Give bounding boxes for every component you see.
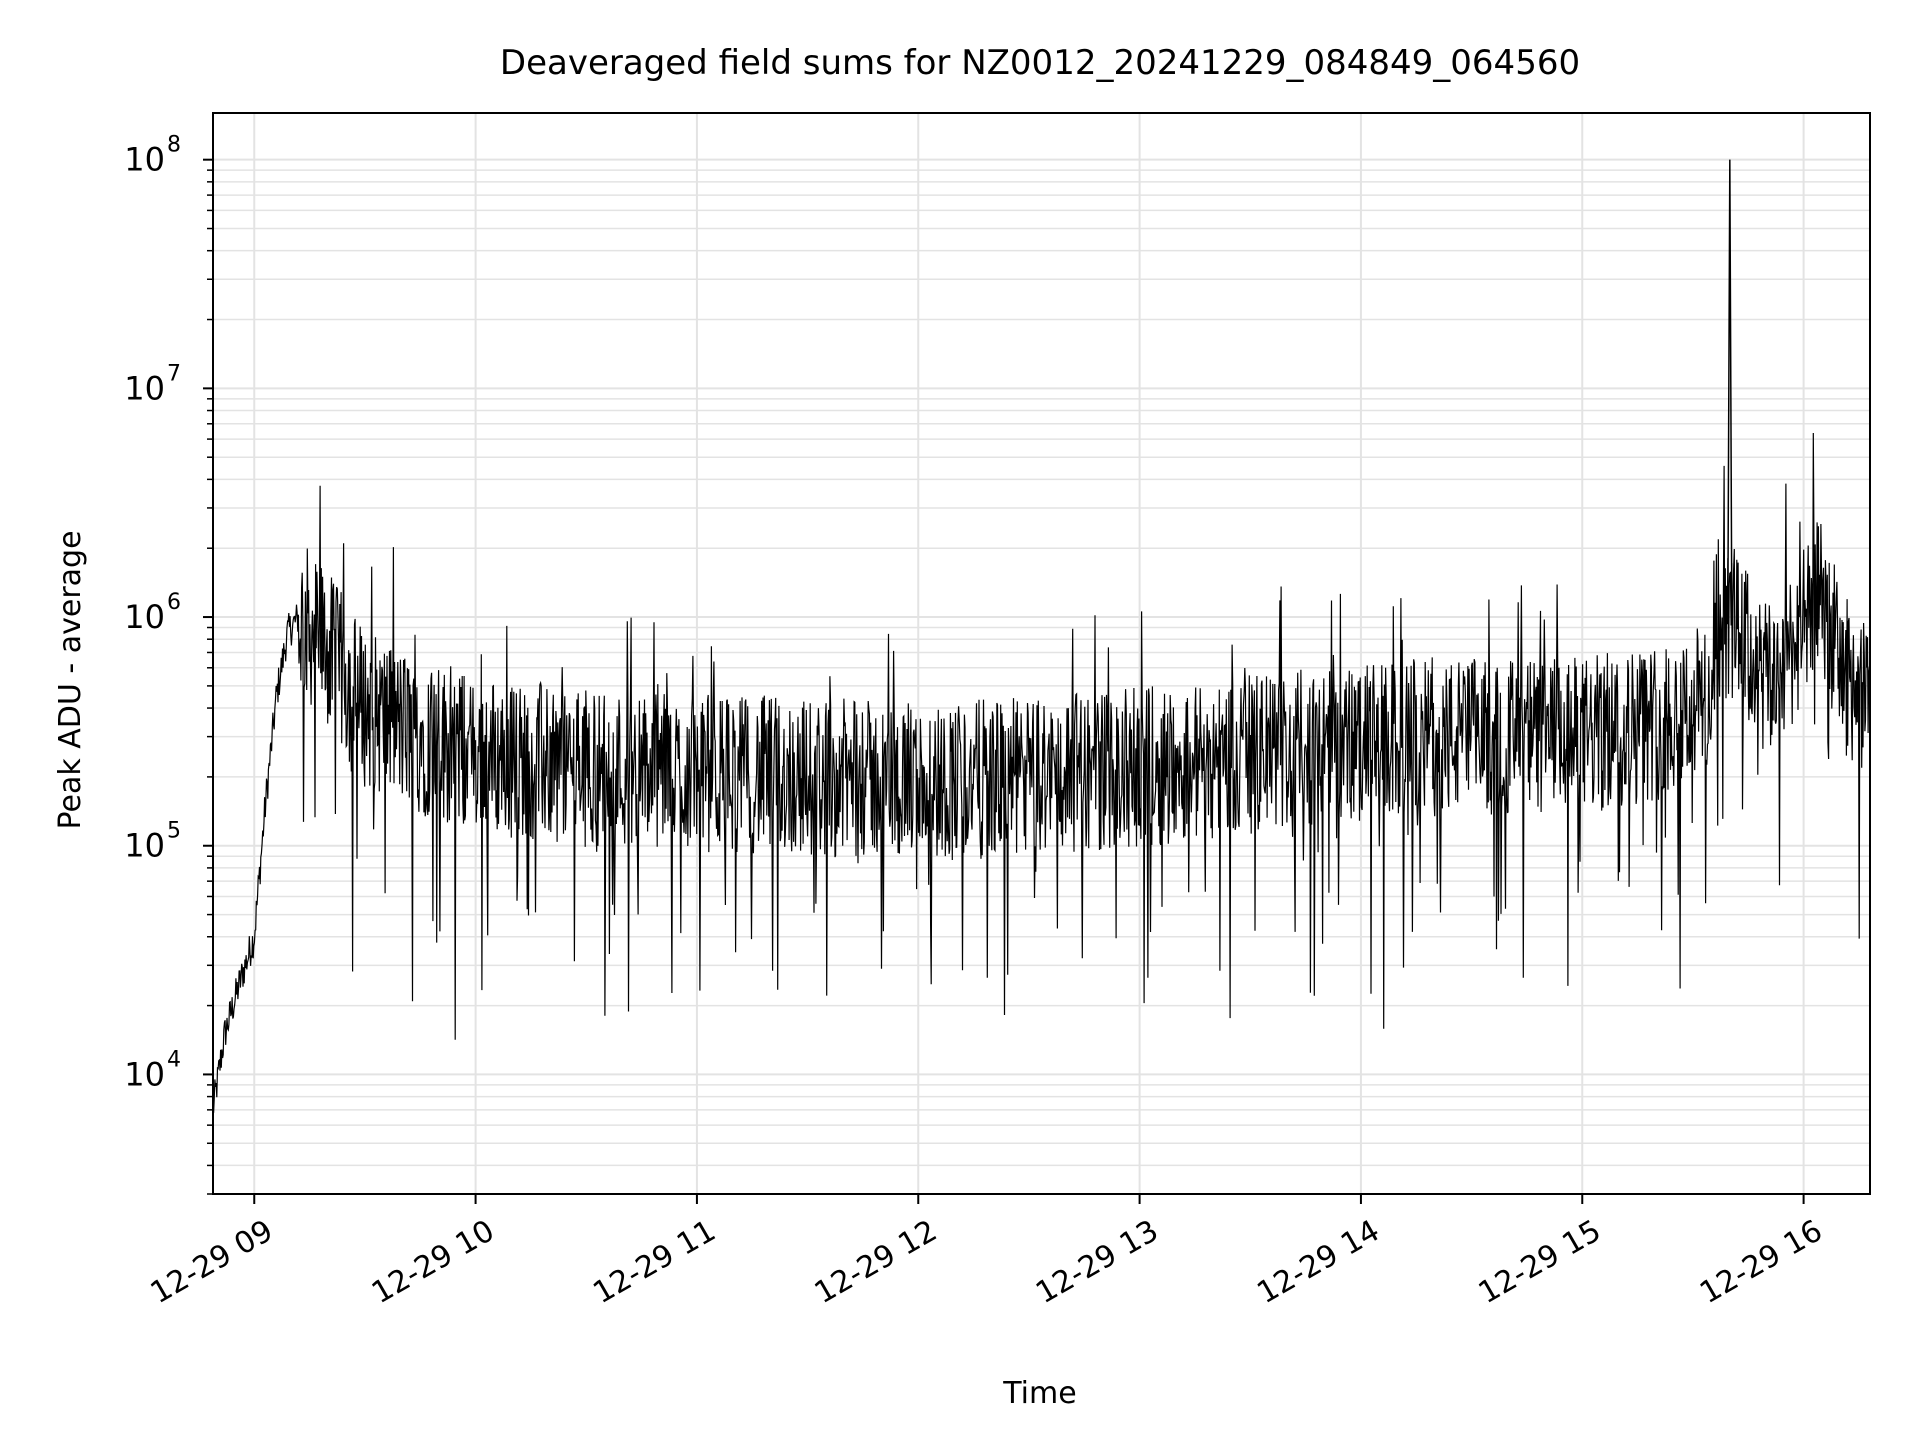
plot-frame — [212, 112, 1871, 1195]
y-tick-label: 10 — [124, 141, 165, 179]
x-tick-label: 12-29 15 — [1473, 1213, 1607, 1311]
y-tick-exponent: 8 — [167, 133, 181, 158]
x-tick-label: 12-29 10 — [366, 1213, 500, 1311]
y-tick-exponent: 7 — [167, 361, 181, 386]
grid-layer — [213, 113, 1870, 1195]
y-tick-label: 10 — [124, 598, 165, 636]
y-tick-exponent: 4 — [167, 1047, 181, 1072]
series-line — [213, 432, 1870, 1113]
y-tick-label: 10 — [124, 1055, 165, 1093]
y-tick-label: 10 — [124, 369, 165, 407]
y-tick-exponent: 5 — [167, 819, 181, 844]
series-layer — [213, 159, 1870, 1113]
x-axis-label: Time — [1002, 1376, 1076, 1411]
y-tick-label: 10 — [124, 827, 165, 865]
x-tick-label: 12-29 13 — [1030, 1213, 1164, 1311]
y-axis-label: Peak ADU - average — [53, 530, 88, 829]
x-tick-label: 12-29 11 — [587, 1213, 721, 1311]
x-tick-label: 12-29 14 — [1251, 1213, 1385, 1311]
x-tick-label: 12-29 12 — [809, 1213, 943, 1311]
spike-mark — [1727, 159, 1733, 618]
y-tick-exponent: 6 — [167, 590, 181, 615]
x-tick-label: 12-29 16 — [1694, 1213, 1828, 1311]
x-tick-label: 12-29 09 — [145, 1213, 279, 1311]
chart-title: Deaveraged field sums for NZ0012_2024122… — [500, 43, 1580, 83]
